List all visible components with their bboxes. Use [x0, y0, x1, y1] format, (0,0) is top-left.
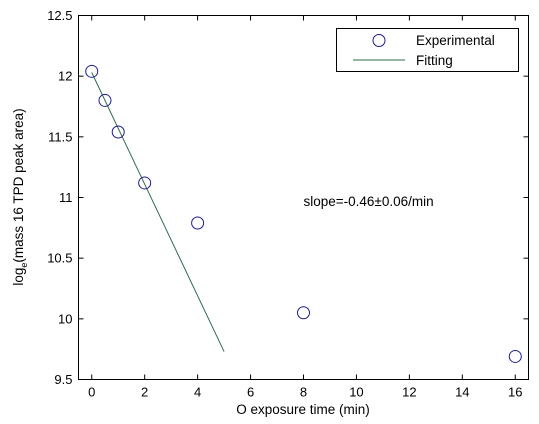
legend-label-experimental: Experimental: [416, 33, 495, 48]
y-axis-title-subscript: e: [19, 263, 29, 268]
x-tick-label: 4: [194, 385, 201, 400]
y-tick-label: 12: [58, 69, 72, 84]
x-tick-label: 2: [141, 385, 148, 400]
x-tick-label: 12: [402, 385, 416, 400]
data-point-experimental: [191, 216, 205, 230]
y-tick-label: 10: [58, 311, 72, 326]
y-axis-title-main: log: [11, 268, 26, 286]
legend: Experimental Fitting: [336, 28, 519, 72]
y-axis-ticks: 9.5 10 10.5 11 11.5 12 12.5: [47, 8, 529, 387]
y-tick-label: 12.5: [47, 8, 72, 23]
x-tick-label: 16: [508, 385, 522, 400]
x-axis-title: O exposure time (min): [236, 402, 370, 417]
data-point-experimental: [508, 349, 522, 363]
data-point-experimental: [111, 125, 125, 139]
legend-box: [336, 28, 519, 72]
x-tick-label: 0: [88, 385, 95, 400]
data-point-experimental: [98, 93, 112, 107]
x-tick-label: 10: [349, 385, 363, 400]
y-tick-label: 9.5: [54, 372, 72, 387]
legend-label-fitting: Fitting: [416, 53, 453, 68]
legend-marker-experimental: [372, 34, 386, 47]
y-tick-label: 11: [59, 190, 73, 205]
x-axis-ticks: 0 2 4 6 8 10 12 14 16: [88, 15, 522, 400]
series-line-fitting: [91, 72, 225, 352]
y-tick-label: 11.5: [48, 129, 72, 144]
y-axis-title-rest: (mass 16 TPD peak area): [11, 108, 26, 262]
data-point-experimental: [297, 306, 310, 320]
data-point-experimental: [138, 176, 152, 190]
data-point-experimental: [85, 64, 99, 78]
x-tick-label: 6: [247, 385, 254, 400]
y-axis-title: loge(mass 16 TPD peak area): [11, 108, 29, 285]
x-tick-label: 8: [300, 385, 307, 400]
slope-annotation: slope=-0.46±0.06/min: [304, 194, 434, 209]
y-tick-label: 10.5: [47, 251, 72, 266]
x-tick-label: 14: [455, 385, 469, 400]
series-layer: [85, 64, 522, 363]
